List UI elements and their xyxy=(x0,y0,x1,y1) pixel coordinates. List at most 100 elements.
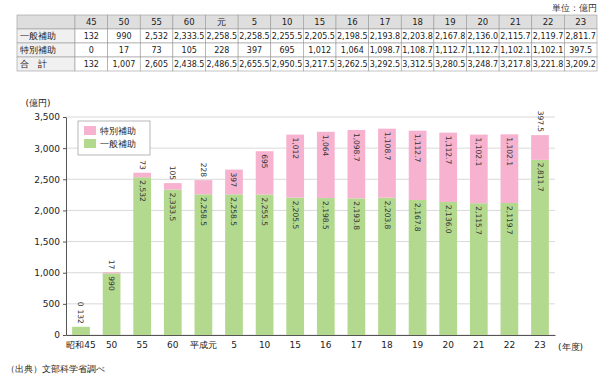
table-header-text: 15 xyxy=(314,17,325,27)
bar-segment xyxy=(470,135,488,204)
table-cell xyxy=(564,29,597,43)
table-header-cell xyxy=(369,15,402,29)
table-header-text: 23 xyxy=(575,17,586,27)
table-cell-text: 1,102.1 xyxy=(533,46,564,55)
table-header-cell xyxy=(467,15,500,29)
table-cell xyxy=(108,57,141,71)
table-header-text: 5 xyxy=(252,17,257,27)
x-tick-label: 55 xyxy=(136,340,147,350)
table-cell-text: 1,064 xyxy=(341,46,364,55)
y-tick: 1,000 xyxy=(34,268,66,278)
legend-label: 一般補助 xyxy=(100,139,136,149)
y-tick-label: 500 xyxy=(43,299,60,309)
bar-segment xyxy=(348,130,366,198)
table-cell-text: 2,119.7 xyxy=(533,32,564,41)
table-cell-text: 1,112.7 xyxy=(435,46,466,55)
table-row-label-cell xyxy=(17,29,75,43)
x-tick-label: 17 xyxy=(351,340,362,350)
table-header-text: 22 xyxy=(543,17,554,27)
y-tick: 2,500 xyxy=(34,175,66,185)
data-label: 1,102.1 xyxy=(505,137,514,166)
data-label: 2,532 xyxy=(138,180,147,202)
table-cell xyxy=(336,57,369,71)
table-cell-text: 17 xyxy=(119,46,129,55)
x-tick-label: 10 xyxy=(259,340,271,350)
table-cell xyxy=(206,43,239,57)
x-tick-label: 20 xyxy=(442,340,454,350)
table-cell-text: 3,312.5 xyxy=(402,60,433,69)
table-row-label: 特別補助 xyxy=(20,45,56,55)
table-cell xyxy=(532,43,565,57)
table-cell xyxy=(499,43,532,57)
table-cell xyxy=(173,43,206,57)
table-cell xyxy=(303,57,336,71)
table-cell xyxy=(303,29,336,43)
bar-segment xyxy=(501,203,519,335)
bar-segment xyxy=(317,198,335,335)
bar-segment xyxy=(378,198,396,335)
x-tick: 20 xyxy=(442,340,454,350)
bar-segment xyxy=(103,272,121,273)
y-tick: 1,500 xyxy=(34,237,66,247)
table-cell-text: 3,292.5 xyxy=(370,60,401,69)
bar-segment xyxy=(348,198,366,335)
table-cell xyxy=(140,29,173,43)
table-cell xyxy=(369,43,402,57)
table-cell xyxy=(401,29,434,43)
x-tick-label: 5 xyxy=(231,340,237,350)
x-tick-label: 23 xyxy=(534,340,545,350)
bar-segment xyxy=(256,195,274,335)
data-label: 2,205.5 xyxy=(291,201,300,230)
y-tick: 3,500 xyxy=(34,112,66,122)
data-label: 1,064 xyxy=(321,135,330,157)
table-cell-text: 2,333.5 xyxy=(174,32,205,41)
table-cell xyxy=(140,43,173,57)
legend-box xyxy=(78,121,150,155)
table-cell-text: 132 xyxy=(84,32,99,41)
y-tick-mark xyxy=(63,148,66,149)
x-tick-label: 22 xyxy=(504,340,515,350)
table-cell xyxy=(369,57,402,71)
bar-segment xyxy=(72,327,90,335)
table-cell-text: 2,205.5 xyxy=(304,32,335,41)
table-header-cell xyxy=(271,15,304,29)
data-label: 1,012 xyxy=(291,138,300,160)
x-tick-label: 21 xyxy=(473,340,484,350)
data-label: 0 xyxy=(76,302,85,307)
table-cell xyxy=(108,43,141,57)
table-header-cell xyxy=(75,15,108,29)
table-cell-text: 3,209.2 xyxy=(565,60,596,69)
bar-segment xyxy=(256,151,274,194)
data-label: 132 xyxy=(76,309,85,324)
table-cell xyxy=(499,29,532,43)
data-table: 単位：億円45505560元510151617181920212223一般補助1… xyxy=(17,3,597,71)
bar-segment xyxy=(409,131,427,200)
bar-segment xyxy=(133,173,151,178)
table-cell xyxy=(238,43,271,57)
table-header-text: 18 xyxy=(412,17,423,27)
table-header-text: 16 xyxy=(347,17,358,27)
bar-segment xyxy=(72,326,90,327)
table-cell-text: 2,811.7 xyxy=(565,32,596,41)
table-cell xyxy=(303,43,336,57)
grid-line xyxy=(66,117,555,118)
table-corner-cell xyxy=(17,15,75,29)
x-tick: 15 xyxy=(289,340,300,350)
bar-segment xyxy=(409,200,427,335)
table-cell-text: 2,438.5 xyxy=(174,60,205,69)
table-cell xyxy=(499,57,532,71)
x-tick: 50 xyxy=(106,340,118,350)
bar-segment xyxy=(531,135,549,160)
data-label: 695 xyxy=(260,154,269,169)
y-tick-label: 2,000 xyxy=(34,206,60,216)
x-tick: 22 xyxy=(504,340,515,350)
data-label: 397.5 xyxy=(536,111,545,133)
table-unit: 単位：億円 xyxy=(552,3,597,13)
table-cell-text: 1,112.7 xyxy=(468,46,499,55)
table-cell-text: 3,280.5 xyxy=(435,60,466,69)
table-header-cell xyxy=(532,15,565,29)
table-cell xyxy=(108,29,141,43)
x-axis-line xyxy=(67,335,556,336)
data-label: 73 xyxy=(138,160,147,170)
x-tick-label: 19 xyxy=(412,340,424,350)
